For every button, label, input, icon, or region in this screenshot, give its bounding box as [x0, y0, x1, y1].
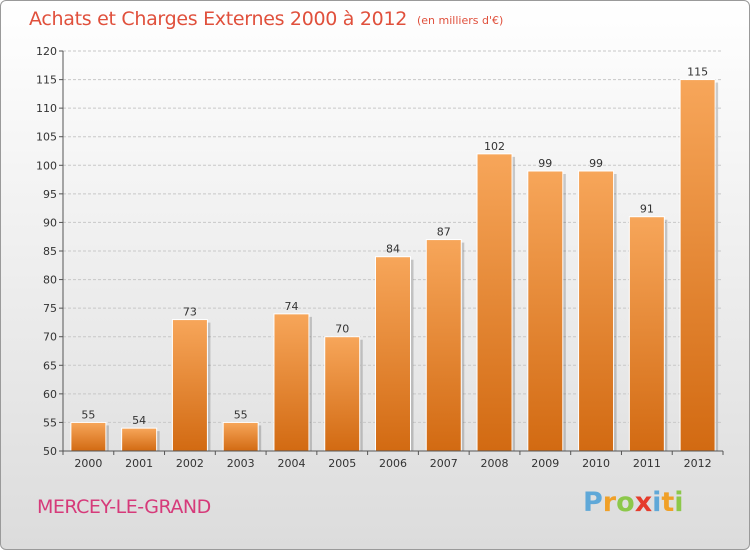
x-tick-label: 2002 [176, 457, 204, 470]
logo-letter: o [616, 487, 635, 518]
data-label-2001: 54 [132, 414, 146, 427]
data-label-2005: 70 [335, 323, 349, 336]
y-tick-label: 120 [36, 45, 57, 58]
place-name: MERCEY-LE-GRAND [37, 496, 211, 518]
bar-2003 [222, 421, 259, 452]
bar-2012 [679, 79, 716, 452]
x-tick-label: 2012 [684, 457, 712, 470]
bar-2004 [273, 313, 310, 452]
proxiti-logo: Proxiti [583, 487, 684, 518]
y-tick-label: 110 [36, 102, 57, 115]
data-label-2010: 99 [589, 157, 603, 170]
x-tick-label: 2007 [430, 457, 458, 470]
x-axis: 2000 2001 2002 2003 2004 2005 2006 2007 2008 2009… [62, 450, 724, 470]
x-tick-label: 2008 [481, 457, 509, 470]
bar-2007 [425, 239, 462, 452]
x-tick-label: 2005 [328, 457, 356, 470]
bar-2010 [578, 170, 615, 452]
data-label-2007: 87 [437, 226, 451, 239]
x-tick-label: 2004 [277, 457, 305, 470]
y-tick-label: 95 [43, 188, 57, 201]
x-tick-label: 2000 [74, 457, 102, 470]
logo-letter: P [583, 487, 603, 518]
y-tick-label: 65 [43, 359, 57, 372]
logo-letter: i [674, 487, 684, 518]
chart-title: Achats et Charges Externes 2000 à 2012 [29, 8, 408, 30]
logo-letter: x [634, 487, 653, 518]
y-tick-label: 80 [43, 274, 57, 287]
y-axis: 50 55 60 65 70 75 80 85 90 95 100 105 110 115 120 [36, 45, 64, 458]
bar-2008 [476, 153, 513, 452]
y-tick-label: 90 [43, 216, 57, 229]
bar-2009 [527, 170, 564, 452]
y-tick-label: 100 [36, 159, 57, 172]
logo-letter: r [602, 487, 617, 518]
y-tick-label: 85 [43, 245, 57, 258]
x-tick-label: 2011 [633, 457, 661, 470]
logo-letter: t [661, 487, 675, 518]
bar-2002 [171, 319, 208, 452]
data-label-2006: 84 [386, 243, 400, 256]
y-tick-label: 105 [36, 131, 57, 144]
data-label-2009: 99 [538, 157, 552, 170]
x-tick-label: 2010 [582, 457, 610, 470]
bar-2000 [70, 421, 107, 452]
y-tick-label: 70 [43, 331, 57, 344]
bar-2011 [628, 216, 665, 452]
y-tick-label: 75 [43, 302, 57, 315]
data-label-2000: 55 [81, 408, 95, 421]
data-label-2011: 91 [640, 203, 654, 216]
data-label-2002: 73 [183, 306, 197, 319]
data-label-2004: 74 [284, 300, 298, 313]
y-tick-label: 50 [43, 445, 57, 458]
data-label-2012: 115 [687, 66, 708, 79]
x-tick-label: 2006 [379, 457, 407, 470]
bar-2005 [324, 336, 361, 452]
bar-2001 [121, 427, 158, 452]
x-tick-label: 2001 [125, 457, 153, 470]
logo-letter: i [652, 487, 662, 518]
data-label-2008: 102 [484, 140, 505, 153]
bars: 55 54 73 55 74 70 84 87 102 99 99 91 115 [70, 66, 719, 452]
y-tick-label: 115 [36, 74, 57, 87]
chart-subtitle: (en milliers d'€) [417, 14, 504, 27]
x-tick-label: 2009 [531, 457, 559, 470]
data-label-2003: 55 [234, 408, 248, 421]
x-tick-label: 2003 [227, 457, 255, 470]
y-tick-label: 60 [43, 388, 57, 401]
y-tick-label: 55 [43, 416, 57, 429]
bar-2006 [375, 256, 411, 452]
